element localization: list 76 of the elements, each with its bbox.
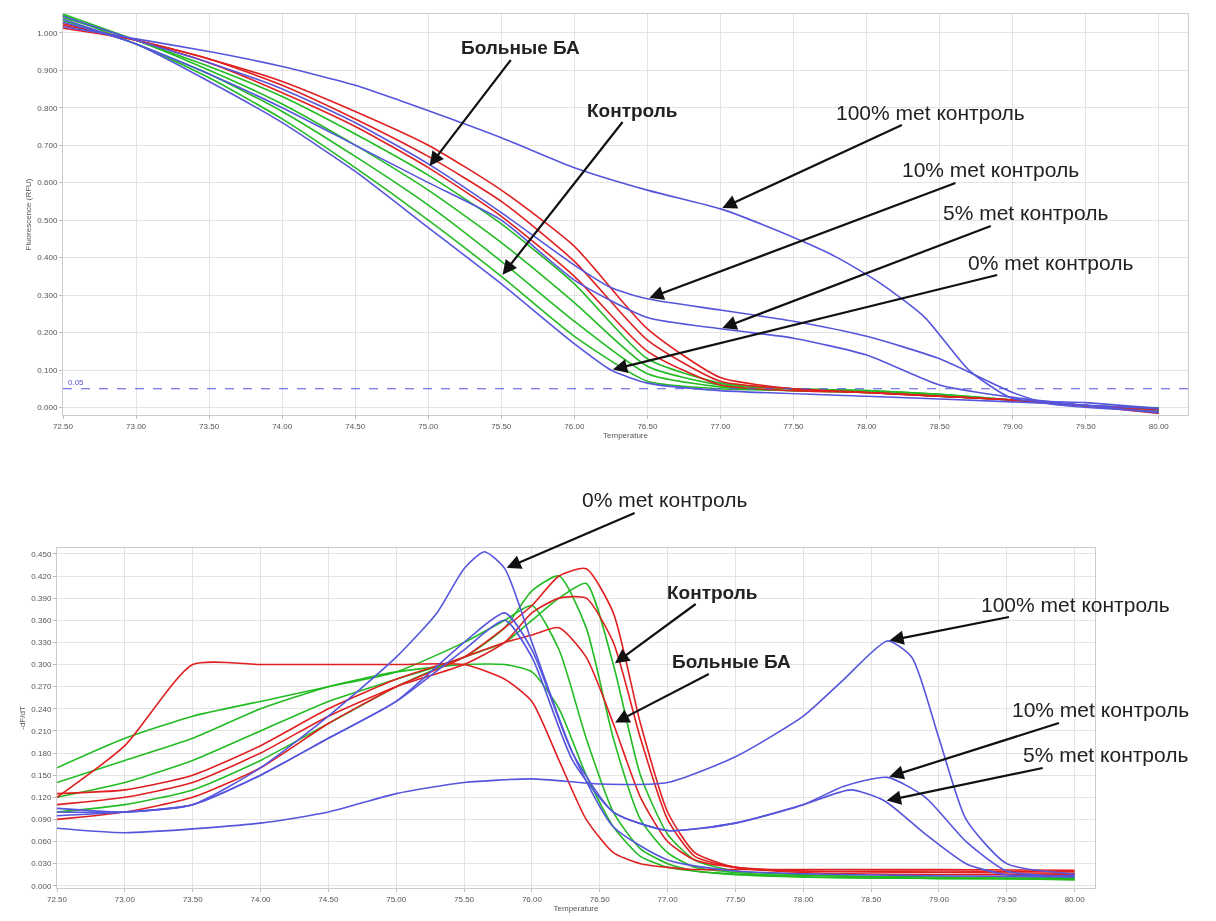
y-tick-label: 0.700 [37,140,58,150]
x-tick-label: 75.50 [491,421,512,431]
y-tick-label: 0.330 [31,638,52,648]
annotation: Контроль [587,100,678,121]
y-tick-label: 0.240 [31,704,52,714]
x-tick-label: 76.50 [637,421,658,431]
y-tick-label: 0.450 [31,549,52,559]
x-tick-label: 74.50 [318,894,339,904]
x-tick-label: 75.00 [418,421,439,431]
x-axis-title: Temperature [603,430,649,440]
x-tick-label: 80.00 [1148,421,1170,431]
x-tick-label: 75.50 [454,894,475,904]
x-axis-title: Temperature [553,903,599,913]
y-tick-label: 0.000 [31,881,52,891]
y-tick-label: 0.200 [37,328,58,338]
y-tick-label: 0.500 [37,215,58,225]
x-tick-label: 79.50 [1075,421,1097,431]
x-tick-label: 72.50 [46,894,68,904]
x-tick-label: 73.00 [126,421,147,431]
y-tick-label: 0.150 [31,770,52,780]
annotation: 5% met контроль [943,201,1109,224]
x-tick-label: 73.50 [182,894,204,904]
annotation: 0% met контроль [582,488,748,511]
y-tick-label: 0.600 [37,178,58,188]
x-tick-label: 74.00 [272,421,293,431]
y-tick-label: 0.360 [31,616,52,626]
x-tick-label: 79.00 [1002,421,1024,431]
x-tick-label: 74.00 [250,894,272,904]
x-tick-label: 76.50 [589,894,611,904]
x-tick-label: 72.50 [52,421,74,431]
x-tick-label: 75.00 [386,894,407,904]
y-tick-label: 0.120 [31,793,52,803]
y-tick-label: 0.400 [37,253,58,263]
annotation: 5% met контроль [1023,743,1189,766]
y-axis-title: Fluorescence (RFU) [24,178,34,251]
x-tick-label: 78.00 [793,894,814,904]
y-axis-title: -dF/dT [18,706,28,730]
annotation: Контроль [667,582,758,603]
y-tick-label: 1.000 [37,28,58,38]
x-tick-label: 77.00 [710,421,732,431]
y-tick-label: 0.000 [37,403,58,413]
annotation: 0% met контроль [968,251,1134,274]
annotation: 100% met контроль [981,593,1170,616]
y-tick-label: 0.100 [37,365,58,375]
x-tick-label: 79.50 [996,894,1018,904]
y-tick-label: 0.180 [31,748,52,758]
x-tick-label: 73.50 [199,421,220,431]
x-tick-label: 78.50 [929,421,951,431]
y-tick-label: 0.300 [37,290,58,300]
y-tick-label: 0.060 [31,837,52,847]
ref-line-label: 0.05 [68,378,85,387]
x-tick-label: 77.50 [783,421,805,431]
y-tick-label: 0.390 [31,593,52,603]
annotation: 100% met контроль [836,101,1025,124]
annotation: Больные БА [672,651,792,672]
x-tick-label: 80.00 [1064,894,1086,904]
y-tick-label: 0.300 [31,660,52,670]
y-tick-label: 0.210 [31,726,52,736]
y-tick-label: 0.030 [31,859,52,869]
annotation: Больные БА [461,37,581,58]
y-tick-label: 0.270 [31,682,52,692]
x-tick-label: 76.00 [521,894,543,904]
x-tick-label: 78.50 [861,894,882,904]
y-tick-label: 0.800 [37,103,58,113]
x-tick-label: 79.00 [928,894,950,904]
x-tick-label: 78.00 [856,421,878,431]
annotation: 10% met контроль [1012,698,1190,721]
x-tick-label: 73.00 [114,894,136,904]
y-tick-label: 0.420 [31,571,52,581]
x-tick-label: 77.00 [657,894,679,904]
x-tick-label: 74.50 [345,421,366,431]
annotation: 10% met контроль [902,158,1080,181]
x-tick-label: 76.00 [564,421,585,431]
x-tick-label: 77.50 [725,894,746,904]
y-tick-label: 0.900 [37,66,58,76]
y-tick-label: 0.090 [31,815,52,825]
